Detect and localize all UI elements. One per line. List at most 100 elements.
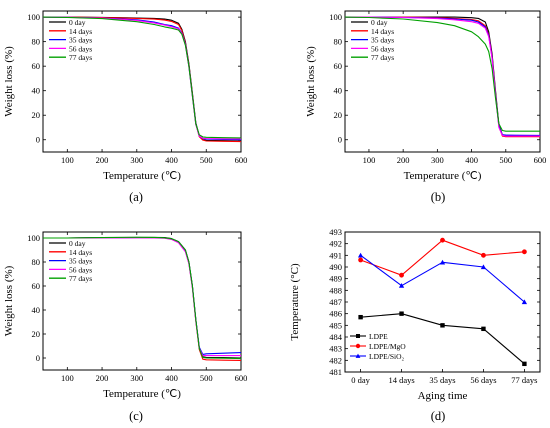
chart-panel-3: 0 20 40 60 80 100 100 200 300 400 500 600 Temperatur… [3, 231, 248, 423]
y-tick-label: 492 [329, 239, 342, 249]
data-point [522, 249, 527, 255]
data-point [355, 353, 361, 358]
data-point [480, 264, 487, 270]
chart-panel-2: 0 20 40 60 80 100 100 200 300 400 500 600 Temperatur… [305, 10, 546, 204]
legend-label: LDPE/SiO₂ [369, 352, 405, 361]
legend-label: 0 day [69, 18, 86, 27]
x-axis-label: Temperature (℃) [404, 170, 482, 182]
y-tick-label: 488 [329, 285, 342, 295]
x-tick-label: 100 [61, 373, 74, 383]
data-point [440, 237, 445, 243]
data-point [522, 361, 527, 367]
x-tick-label: 56 days [470, 375, 496, 385]
data-point [356, 334, 360, 338]
x-tick-label: 300 [431, 155, 444, 165]
y-tick-label: 100 [27, 12, 40, 22]
legend-label: LDPE/MgO [369, 342, 406, 351]
panel-label: (a) [129, 190, 143, 204]
y-tick-label: 0 [36, 135, 40, 145]
x-tick-label: 500 [499, 155, 512, 165]
legend-label: 0 day [371, 18, 388, 27]
data-point [355, 343, 361, 349]
panel-label: (c) [129, 409, 143, 423]
data-point [481, 326, 486, 332]
y-tick-label: 80 [32, 257, 41, 267]
y-tick-label: 489 [329, 274, 342, 284]
data-point [439, 259, 446, 265]
legend-label: LDPE [369, 332, 388, 341]
x-tick-label: 0 day [351, 375, 370, 385]
y-tick-label: 483 [329, 344, 342, 354]
series-line-ldpe-mgo [360, 239, 525, 276]
y-tick-label: 0 [36, 353, 40, 363]
x-tick-label: 400 [165, 373, 178, 383]
x-axis-label: Aging time [418, 390, 468, 402]
legend-label: 56 days [69, 265, 92, 274]
y-axis-label: Weight loss (%) [305, 46, 317, 117]
y-tick-label: 482 [329, 355, 342, 365]
data-point [399, 311, 404, 316]
plot-frame [42, 10, 242, 153]
x-tick-label: 200 [397, 155, 410, 165]
y-tick-label: 40 [32, 86, 41, 96]
y-tick-label: 493 [329, 227, 342, 237]
x-axis-label: Temperature (℃) [103, 388, 181, 400]
y-tick-label: 20 [32, 329, 41, 339]
legend-label: 14 days [371, 27, 394, 36]
legend-label: 77 days [69, 274, 92, 283]
data-point [398, 283, 405, 288]
chart-panel-1: 0 20 40 60 80 100 100 200 300 400 500 600 Temperatur… [3, 10, 248, 204]
x-tick-label: 300 [130, 373, 143, 383]
legend-label: 35 days [69, 36, 92, 45]
series-line-14-days [43, 16, 242, 143]
panel-label: (b) [431, 190, 446, 204]
data-point [521, 299, 528, 305]
y-tick-label: 486 [329, 309, 342, 319]
legend-label: 14 days [69, 248, 92, 257]
y-axis-label: Weight loss (%) [3, 265, 15, 336]
x-tick-label: 400 [465, 155, 478, 165]
legend-label: 35 days [69, 257, 92, 266]
legend-label: 14 days [69, 27, 92, 36]
x-tick-label: 500 [200, 155, 213, 165]
y-tick-label: 100 [27, 233, 40, 243]
legend-label: 35 days [371, 36, 394, 45]
x-axis-label: Temperature (℃) [103, 170, 181, 182]
y-tick-label: 481 [329, 367, 342, 377]
y-tick-label: 487 [329, 297, 342, 307]
x-tick-label: 100 [61, 155, 74, 165]
legend-label: 0 day [69, 239, 86, 248]
x-tick-label: 600 [235, 373, 248, 383]
y-tick-label: 60 [32, 61, 41, 71]
x-tick-label: 35 days [429, 375, 455, 385]
series-line-77-days [42, 16, 242, 139]
data-point [399, 272, 404, 278]
x-tick-label: 600 [235, 155, 248, 165]
y-tick-label: 80 [334, 37, 343, 47]
series-line-56-days [345, 16, 540, 137]
x-tick-label: 14 days [388, 375, 414, 385]
x-tick-label: 77 days [511, 375, 537, 385]
y-tick-label: 490 [329, 262, 342, 272]
y-tick-label: 60 [32, 281, 41, 291]
x-tick-label: 300 [130, 155, 143, 165]
data-point [358, 257, 363, 263]
y-tick-label: 20 [334, 110, 343, 120]
x-tick-label: 200 [96, 155, 109, 165]
plot-frame [344, 10, 541, 153]
data-point [481, 252, 486, 258]
legend-label: 77 days [69, 53, 92, 62]
legend-label: 56 days [371, 44, 394, 53]
y-tick-label: 60 [334, 61, 343, 71]
y-tick-label: 40 [334, 86, 343, 96]
y-tick-label: 0 [338, 135, 342, 145]
y-tick-label: 40 [32, 305, 41, 315]
data-point [440, 323, 445, 328]
data-point [358, 314, 363, 320]
y-tick-label: 485 [329, 320, 342, 330]
